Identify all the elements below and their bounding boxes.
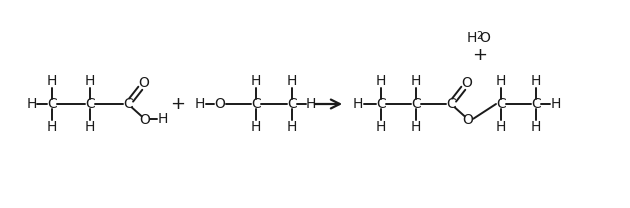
Text: H: H <box>85 120 95 134</box>
Text: H: H <box>496 120 506 134</box>
Text: H: H <box>376 74 386 88</box>
Text: C: C <box>287 97 297 111</box>
Text: H: H <box>531 120 541 134</box>
Text: H: H <box>551 97 561 111</box>
Text: +: + <box>472 46 488 64</box>
Text: H: H <box>287 120 297 134</box>
Text: 2: 2 <box>476 31 482 41</box>
Text: C: C <box>123 97 133 111</box>
Text: H: H <box>496 74 506 88</box>
Text: C: C <box>531 97 541 111</box>
Text: H: H <box>353 97 363 111</box>
Text: H: H <box>287 74 297 88</box>
Text: H: H <box>411 74 421 88</box>
Text: H: H <box>531 74 541 88</box>
Text: O: O <box>215 97 226 111</box>
Text: C: C <box>446 97 456 111</box>
Text: C: C <box>47 97 57 111</box>
Text: H: H <box>27 97 37 111</box>
Text: C: C <box>411 97 421 111</box>
Text: H: H <box>411 120 421 134</box>
Text: H: H <box>306 97 316 111</box>
Text: H: H <box>47 120 57 134</box>
Text: H: H <box>251 74 261 88</box>
Text: +: + <box>171 95 185 113</box>
Text: O: O <box>461 76 472 90</box>
Text: C: C <box>85 97 95 111</box>
Text: H: H <box>467 31 477 45</box>
Text: O: O <box>479 31 490 45</box>
Text: H: H <box>251 120 261 134</box>
Text: H: H <box>376 120 386 134</box>
Text: O: O <box>139 76 149 90</box>
Text: H: H <box>157 112 168 126</box>
Text: C: C <box>376 97 386 111</box>
Text: H: H <box>47 74 57 88</box>
Text: C: C <box>496 97 506 111</box>
Text: C: C <box>251 97 261 111</box>
Text: H: H <box>195 97 205 111</box>
Text: H: H <box>85 74 95 88</box>
Text: O: O <box>139 113 150 127</box>
Text: O: O <box>462 113 472 127</box>
